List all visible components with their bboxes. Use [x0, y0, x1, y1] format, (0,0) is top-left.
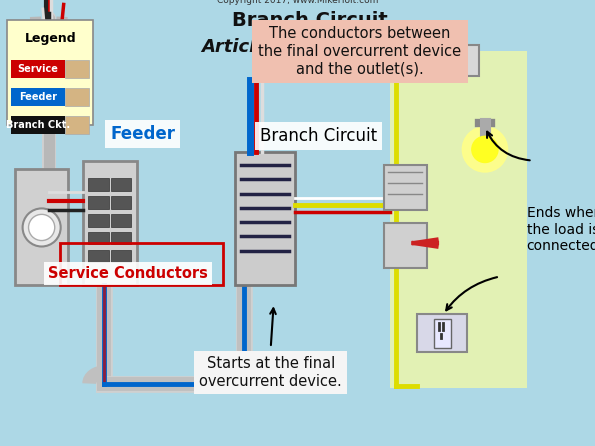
FancyBboxPatch shape	[111, 178, 131, 191]
FancyBboxPatch shape	[65, 116, 89, 134]
FancyBboxPatch shape	[111, 196, 131, 209]
Text: Feeder: Feeder	[110, 125, 176, 143]
FancyBboxPatch shape	[88, 214, 109, 227]
FancyBboxPatch shape	[88, 196, 109, 209]
FancyBboxPatch shape	[11, 88, 65, 106]
Text: Branch Circuit: Branch Circuit	[260, 127, 377, 145]
Text: Starts at the final
overcurrent device.: Starts at the final overcurrent device.	[199, 356, 342, 388]
Text: Branch Ckt.: Branch Ckt.	[6, 120, 70, 130]
FancyBboxPatch shape	[15, 169, 68, 285]
FancyBboxPatch shape	[11, 116, 65, 134]
FancyBboxPatch shape	[235, 152, 295, 285]
Text: Ends where
the load is
connected.: Ends where the load is connected.	[527, 206, 595, 253]
FancyBboxPatch shape	[111, 232, 131, 244]
Text: Service: Service	[17, 64, 58, 74]
FancyBboxPatch shape	[88, 250, 109, 262]
Text: Service Conductors: Service Conductors	[48, 266, 208, 281]
Circle shape	[472, 136, 498, 162]
FancyBboxPatch shape	[65, 88, 89, 106]
FancyBboxPatch shape	[83, 161, 137, 285]
Text: Branch Circuit: Branch Circuit	[231, 11, 387, 29]
FancyBboxPatch shape	[111, 214, 131, 227]
FancyBboxPatch shape	[111, 250, 131, 262]
FancyBboxPatch shape	[434, 319, 451, 348]
FancyBboxPatch shape	[416, 314, 467, 352]
Circle shape	[462, 127, 508, 172]
FancyBboxPatch shape	[434, 45, 479, 76]
FancyBboxPatch shape	[88, 232, 109, 244]
Circle shape	[23, 208, 61, 247]
Text: Copyright 2017, www.MikeHolt.com: Copyright 2017, www.MikeHolt.com	[217, 0, 378, 5]
FancyBboxPatch shape	[384, 223, 427, 268]
Text: The conductors between
the final overcurrent device
and the outlet(s).: The conductors between the final overcur…	[258, 26, 462, 76]
Text: Article 100 Definition: Article 100 Definition	[201, 38, 418, 56]
Text: Legend: Legend	[24, 32, 76, 45]
FancyBboxPatch shape	[390, 51, 527, 388]
FancyBboxPatch shape	[384, 165, 427, 210]
Circle shape	[29, 215, 55, 240]
FancyBboxPatch shape	[65, 60, 89, 78]
FancyBboxPatch shape	[88, 178, 109, 191]
FancyBboxPatch shape	[11, 60, 65, 78]
FancyBboxPatch shape	[7, 20, 93, 125]
Text: Feeder: Feeder	[19, 92, 57, 102]
